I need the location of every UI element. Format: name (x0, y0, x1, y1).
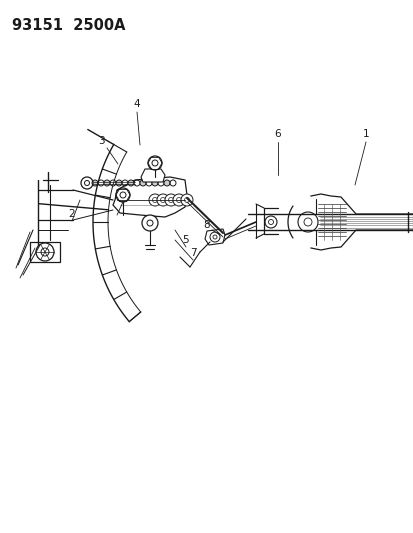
Circle shape (173, 194, 185, 206)
Circle shape (264, 216, 276, 228)
Polygon shape (204, 229, 224, 245)
Circle shape (147, 156, 161, 170)
Circle shape (157, 194, 169, 206)
Circle shape (209, 232, 219, 242)
Circle shape (149, 194, 161, 206)
Circle shape (128, 180, 134, 186)
Circle shape (142, 215, 158, 231)
Text: 8: 8 (203, 220, 210, 230)
Circle shape (140, 180, 146, 186)
Circle shape (104, 180, 110, 186)
Circle shape (165, 194, 177, 206)
Text: 6: 6 (274, 129, 280, 139)
Polygon shape (30, 242, 60, 262)
Text: 2: 2 (69, 209, 75, 219)
Text: 3: 3 (97, 136, 104, 146)
Circle shape (36, 243, 54, 261)
Circle shape (116, 188, 130, 202)
Circle shape (116, 180, 122, 186)
Circle shape (164, 180, 170, 186)
Text: 93151  2500A: 93151 2500A (12, 18, 125, 33)
Circle shape (92, 180, 98, 186)
Text: 7: 7 (189, 248, 196, 258)
Circle shape (152, 180, 158, 186)
Text: 1: 1 (362, 129, 368, 139)
Text: 4: 4 (133, 99, 140, 109)
Polygon shape (141, 169, 165, 182)
Circle shape (180, 194, 192, 206)
Text: 5: 5 (182, 235, 189, 245)
